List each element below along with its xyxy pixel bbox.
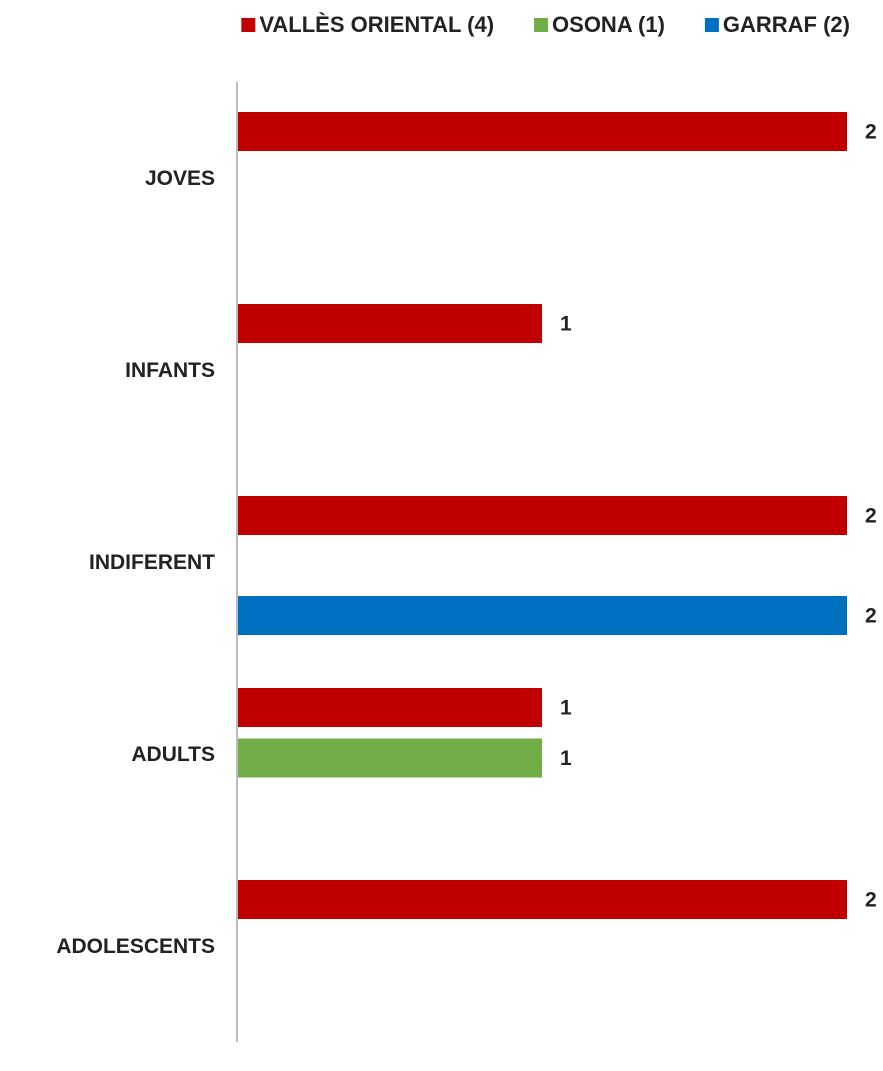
category-label-indiferent: INDIFERENT [89, 551, 215, 574]
bars-group [238, 112, 847, 919]
data-label-indiferent-series-3: 2 [865, 605, 877, 628]
data-label-adults-series-2: 1 [560, 747, 572, 770]
data-label-joves-series-1: 2 [865, 121, 877, 144]
bar-adults-series-1 [238, 688, 542, 727]
bar-indiferent-series-1 [238, 496, 847, 535]
legend: VALLÈS ORIENTAL (4) OSONA (1) GARRAF (2) [241, 12, 850, 37]
category-label-adults: ADULTS [131, 743, 215, 766]
legend-item-2: OSONA (1) [534, 12, 665, 37]
category-label-joves: JOVES [145, 167, 215, 190]
data-label-adolescents-series-1: 2 [865, 889, 877, 912]
bar-infants-series-1 [238, 304, 542, 343]
category-label-infants: INFANTS [125, 359, 215, 382]
legend-swatch-3 [704, 18, 719, 32]
bar-joves-series-1 [238, 112, 847, 151]
data-label-adults-series-1: 1 [560, 697, 572, 720]
bar-adults-series-2 [238, 738, 542, 778]
category-labels-group: JOVES INFANTS INDIFERENT ADULTS ADOLESCENTS [56, 167, 215, 958]
legend-swatch-1 [241, 18, 256, 32]
legend-label-2: OSONA (1) [552, 12, 665, 37]
legend-label-1: VALLÈS ORIENTAL (4) [259, 12, 494, 37]
bar-indiferent-series-3 [238, 596, 847, 635]
data-label-infants-series-1: 1 [560, 313, 572, 336]
legend-item-3: GARRAF (2) [704, 12, 850, 37]
legend-label-3: GARRAF (2) [723, 12, 850, 37]
legend-item-1: VALLÈS ORIENTAL (4) [241, 12, 494, 37]
legend-swatch-2 [534, 18, 549, 32]
category-label-adolescents: ADOLESCENTS [56, 935, 215, 958]
data-label-indiferent-series-1: 2 [865, 505, 877, 528]
bar-adolescents-series-1 [238, 880, 847, 919]
data-labels-group: 2 1 2 2 1 1 2 [560, 121, 877, 912]
